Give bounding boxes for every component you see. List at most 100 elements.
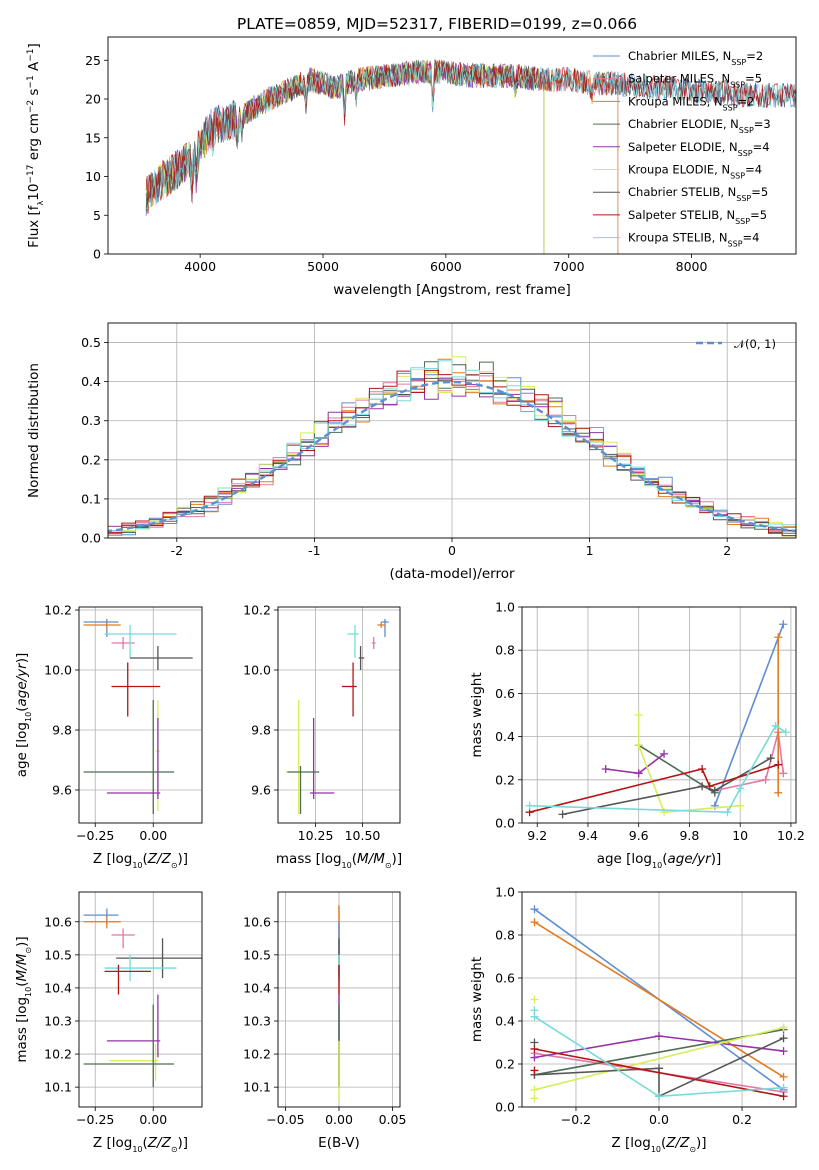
y-tick-label: 10.4 [243, 980, 271, 995]
x-axis-label: mass [log10(M/M⊙)] [276, 851, 402, 870]
data-marker [774, 633, 783, 642]
x-axis-label: wavelength [Angstrom, rest frame] [333, 282, 571, 298]
y-tick-label: 0.8 [495, 928, 515, 943]
frame-mass_vs_Z: −0.25 0.00 10.1 10.2 10.3 10.4 10.5 10.6 Z [log1… [14, 891, 203, 1154]
legend-entry: Chabrier ELODIE, NSSP=3 [628, 117, 771, 135]
data-marker [779, 1023, 788, 1032]
weight-series-line [529, 763, 779, 813]
frame-weight_vs_age: 9.2 9.4 9.6 9.8 10 10.2 0.0 0.2 0.4 0.6 0.8 1.0 mass… [469, 600, 805, 870]
data-marker [705, 782, 714, 791]
x-tick-label: 9.8 [679, 828, 699, 843]
plot-area-age_vs_mass [285, 619, 389, 814]
spectrum-series-line [145, 59, 796, 214]
y-tick-label: 0.0 [81, 531, 101, 546]
data-marker [774, 760, 783, 769]
x-tick-label: 9.2 [527, 828, 547, 843]
y-tick-label: 10.0 [44, 663, 72, 678]
x-tick-label: −0.25 [76, 828, 114, 843]
axes-frame [521, 891, 797, 1108]
x-tick-label: 8000 [676, 259, 708, 274]
data-marker [530, 1053, 539, 1062]
legend-entry: Salpeter ELODIE, NSSP=4 [628, 140, 770, 158]
y-tick-label: 10.6 [243, 914, 271, 929]
x-axis-label: age [log10(age/yr)] [597, 851, 722, 870]
frame-mass_vs_ebv: −0.05 0.00 0.05 10.1 10.2 10.3 10.4 10.5 10.6 E(B… [243, 891, 406, 1151]
y-tick-label: 0.6 [495, 971, 515, 986]
axes-frame [277, 606, 401, 824]
data-marker [530, 1006, 539, 1015]
axes-residuals: -2 -1 0 1 2 0.0 0.1 0.2 0.3 0.4 0.5 (data-model)/er… [26, 322, 797, 582]
legend-entry: 𝒩(0, 1) [734, 337, 776, 351]
plot-area-age_vs_Z [83, 619, 193, 814]
y-tick-label: 10.5 [243, 947, 271, 962]
y-tick-label: 0.5 [81, 335, 101, 350]
y-tick-label: 0.1 [81, 491, 101, 506]
y-tick-label: 1.0 [495, 885, 515, 900]
frame-residuals: -2 -1 0 1 2 0.0 0.1 0.2 0.3 0.4 0.5 (data-model)/er… [26, 322, 797, 582]
y-tick-label: 10.1 [44, 1080, 72, 1095]
data-marker [774, 788, 783, 797]
data-marker [779, 1034, 788, 1043]
frame-weight_vs_Z: −0.2 0.0 0.2 0.0 0.2 0.4 0.6 0.8 1.0 mass weight Z… [469, 885, 797, 1154]
axes-age_vs_Z: −0.25 0.00 9.6 9.8 10.0 10.2 Z [log10(Z/Z⊙)] ag… [14, 603, 203, 870]
legend-entry: Kroupa ELODIE, NSSP=4 [628, 163, 762, 181]
y-tick-label: 9.6 [251, 783, 271, 798]
x-tick-label: 10 [732, 828, 748, 843]
y-tick-label: 10.2 [44, 603, 72, 618]
legend-entry: Salpeter STELIB, NSSP=5 [628, 208, 767, 226]
y-tick-label: 0.0 [495, 816, 515, 831]
axes-frame [277, 891, 401, 1108]
x-tick-label: 4000 [184, 259, 216, 274]
weight-series-line [534, 1037, 784, 1098]
weight-series-line [714, 624, 785, 806]
x-tick-label: 1 [586, 543, 594, 558]
legend-entry: Chabrier MILES, NSSP=2 [628, 49, 763, 67]
x-tick-label: −0.2 [561, 1112, 591, 1127]
weight-series-line [534, 921, 784, 1078]
y-tick-label: 0.2 [495, 1057, 515, 1072]
x-tick-label: -1 [308, 543, 320, 558]
y-tick-label: 0.2 [81, 452, 101, 467]
y-tick-label: 0.8 [495, 643, 515, 658]
data-marker [779, 1083, 788, 1092]
grid-mass_vs_Z [79, 892, 202, 1107]
y-tick-label: 25 [85, 53, 101, 68]
y-tick-label: 20 [85, 92, 101, 107]
legend: Chabrier MILES, NSSP=2 Salpeter MILES, NS… [593, 49, 771, 248]
data-marker [530, 905, 539, 914]
plot-area-weight_vs_Z [530, 905, 788, 1103]
y-tick-label: 9.6 [52, 783, 72, 798]
data-marker [766, 754, 775, 763]
y-tick-label: 10.3 [44, 1014, 72, 1029]
data-marker [530, 1085, 539, 1094]
y-tick-label: 0.6 [495, 686, 515, 701]
y-tick-label: 10.2 [243, 603, 271, 618]
weight-series-line [534, 1048, 784, 1098]
y-tick-label: 10.4 [44, 980, 72, 995]
axes-mass_vs_Z: −0.25 0.00 10.1 10.2 10.3 10.4 10.5 10.6 Z [log1… [14, 891, 203, 1154]
y-axis-label: mass [log10(M/M⊙)] [14, 936, 33, 1062]
legend-entry: Chabrier STELIB, NSSP=5 [628, 185, 768, 203]
y-axis-label: age [log10(age/yr)] [14, 653, 33, 778]
x-axis-label: Z [log10(Z/Z⊙)] [93, 1135, 188, 1154]
data-marker [530, 918, 539, 927]
y-tick-label: 10.2 [243, 1047, 271, 1062]
data-marker [634, 711, 643, 719]
axes-age_vs_mass: 10.25 10.50 9.6 9.8 10.0 10.2 mass [log10(M/M⊙… [243, 603, 402, 870]
plot-area-spectrum [145, 58, 796, 254]
y-tick-label: 9.8 [52, 723, 72, 738]
x-tick-label: 0.00 [325, 1112, 353, 1127]
x-tick-label: 5000 [307, 259, 339, 274]
weight-series-line [534, 1026, 784, 1091]
data-marker [530, 1094, 539, 1103]
x-tick-label: −0.25 [76, 1112, 114, 1127]
x-tick-label: 0.0 [649, 1112, 669, 1127]
y-tick-label: 10.2 [44, 1047, 72, 1062]
data-marker [530, 1066, 539, 1075]
data-marker [530, 1038, 539, 1047]
y-tick-label: 5 [93, 208, 101, 223]
x-tick-label: -2 [171, 543, 183, 558]
axes-weight_vs_Z: −0.2 0.0 0.2 0.0 0.2 0.4 0.6 0.8 1.0 mass weight Z… [469, 885, 797, 1154]
x-tick-label: 0.00 [139, 828, 167, 843]
weight-series-line [637, 715, 741, 814]
